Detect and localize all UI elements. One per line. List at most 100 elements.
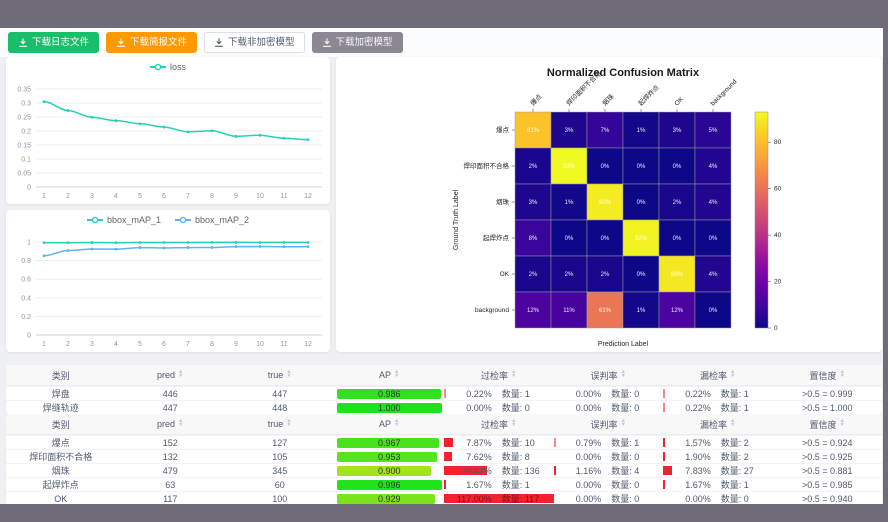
table-row: 起焊炸点 63 60 0.996 1.67% 数量: 1 0.00% 数量: 0 1.67% 数量… bbox=[6, 477, 882, 491]
column-header-label: true bbox=[267, 370, 284, 380]
sort-desc-icon[interactable]: ▼ bbox=[394, 373, 400, 379]
sort-control[interactable]: ▲ ▼ bbox=[730, 418, 736, 428]
table-row: 焊印面积不合格 132 105 0.953 7.62% 数量: 8 0.00% 数量: 0 1.… bbox=[6, 449, 882, 463]
map-chart-legend: bbox_mAP_1 bbox_mAP_2 bbox=[6, 215, 330, 225]
cell-miss: 0.00% 数量: 0 bbox=[663, 492, 773, 505]
sort-desc-icon[interactable]: ▼ bbox=[511, 373, 517, 379]
svg-text:2%: 2% bbox=[529, 164, 538, 170]
ap-bar bbox=[336, 388, 441, 399]
download-encrypted-model-button[interactable]: 下载加密模型 bbox=[311, 32, 403, 53]
rate-value: 0.79% bbox=[575, 437, 602, 448]
sort-asc-icon[interactable]: ▲ bbox=[730, 369, 736, 376]
sort-control[interactable]: ▲ ▼ bbox=[511, 418, 517, 428]
column-header-label: 类别 bbox=[51, 370, 70, 381]
cell-confidence: >0.5 = 0.924 bbox=[801, 437, 853, 448]
sort-control[interactable]: ▲ ▼ bbox=[839, 369, 845, 379]
sort-desc-icon[interactable]: ▼ bbox=[178, 373, 184, 379]
sort-asc-icon[interactable]: ▲ bbox=[394, 418, 400, 425]
sort-asc-icon[interactable]: ▲ bbox=[730, 418, 736, 425]
column-header-漏检率: 漏检率 ▲ ▼ bbox=[663, 369, 773, 382]
axis-grid: 00.20.40.60.811 2 3 4 5 6 7 8 9 10 11 12 bbox=[21, 240, 322, 348]
rate-count: 数量: 2 bbox=[720, 452, 749, 462]
download-report-button[interactable]: 下载简报文件 bbox=[106, 32, 198, 53]
sort-asc-icon[interactable]: ▲ bbox=[178, 369, 184, 376]
sort-control[interactable]: ▲ ▼ bbox=[394, 369, 400, 379]
rate-bar bbox=[444, 480, 446, 489]
rate-value: 1.67% bbox=[685, 479, 711, 490]
rate-count: 数量: 0 bbox=[611, 403, 640, 413]
svg-text:焊印面积不合格: 焊印面积不合格 bbox=[464, 161, 510, 170]
sort-asc-icon[interactable]: ▲ bbox=[286, 418, 292, 425]
download-plain-model-label: 下载非加密模型 bbox=[228, 36, 295, 48]
sort-control[interactable]: ▲ ▼ bbox=[730, 369, 736, 379]
rate-count: 数量: 1 bbox=[501, 480, 530, 490]
cell-ap: 0.967 bbox=[336, 436, 443, 449]
column-header-label: pred bbox=[157, 370, 176, 380]
rate-count: 数量: 0 bbox=[611, 452, 640, 462]
svg-text:92%: 92% bbox=[635, 236, 648, 242]
table-header-row: 类别 pred ▲ ▼ true ▲ ▼ AP ▲ ▼ 过检率 ▲ ▼ 误判率 ▲ ▼ 漏检率 ▲ ▼ 置信度 ▲ ▼ bbox=[6, 365, 882, 386]
sort-desc-icon[interactable]: ▼ bbox=[620, 422, 626, 428]
sort-asc-icon[interactable]: ▲ bbox=[839, 369, 845, 376]
sort-desc-icon[interactable]: ▼ bbox=[730, 422, 736, 428]
column-header-label: 漏检率 bbox=[700, 370, 728, 381]
sort-desc-icon[interactable]: ▼ bbox=[286, 373, 292, 379]
rate-value: 1.16% bbox=[575, 465, 602, 476]
sort-desc-icon[interactable]: ▼ bbox=[178, 422, 184, 428]
svg-text:2: 2 bbox=[66, 193, 70, 200]
sort-asc-icon[interactable]: ▲ bbox=[286, 369, 292, 376]
sort-desc-icon[interactable]: ▼ bbox=[839, 373, 845, 379]
cell-ap: 1.000 bbox=[336, 401, 442, 414]
svg-text:40: 40 bbox=[774, 232, 782, 239]
sort-control[interactable]: ▲ ▼ bbox=[620, 369, 626, 379]
cell-miss: 0.22% 数量: 1 bbox=[663, 387, 773, 400]
sort-control[interactable]: ▲ ▼ bbox=[178, 418, 184, 428]
sort-control[interactable]: ▲ ▼ bbox=[286, 418, 292, 428]
sort-desc-icon[interactable]: ▼ bbox=[730, 373, 736, 379]
svg-text:12%: 12% bbox=[527, 308, 540, 314]
sort-asc-icon[interactable]: ▲ bbox=[511, 369, 517, 376]
sort-control[interactable]: ▲ ▼ bbox=[839, 418, 845, 428]
rate-count: 数量: 0 bbox=[720, 494, 749, 504]
svg-text:1%: 1% bbox=[637, 308, 646, 314]
column-header-AP: AP ▲ ▼ bbox=[335, 419, 445, 429]
cell-true: 447 bbox=[272, 388, 288, 399]
sort-asc-icon[interactable]: ▲ bbox=[178, 418, 184, 425]
sort-control[interactable]: ▲ ▼ bbox=[178, 369, 184, 379]
cell-misjudge: 0.00% 数量: 0 bbox=[554, 450, 664, 463]
sort-asc-icon[interactable]: ▲ bbox=[511, 418, 517, 425]
sort-control[interactable]: ▲ ▼ bbox=[286, 369, 292, 379]
cell-pred: 117 bbox=[163, 493, 178, 504]
sort-control[interactable]: ▲ ▼ bbox=[511, 369, 517, 379]
sort-asc-icon[interactable]: ▲ bbox=[620, 418, 626, 425]
download-log-button[interactable]: 下载日志文件 bbox=[8, 32, 100, 53]
rate-value: 0.00% bbox=[466, 402, 492, 413]
series-bbox_mAP_2 bbox=[42, 245, 310, 258]
sort-asc-icon[interactable]: ▲ bbox=[394, 369, 400, 376]
svg-text:1: 1 bbox=[42, 193, 46, 200]
sort-desc-icon[interactable]: ▼ bbox=[286, 422, 292, 428]
cell-pred: 446 bbox=[162, 388, 178, 399]
sort-desc-icon[interactable]: ▼ bbox=[394, 422, 400, 428]
column-header-label: 置信度 bbox=[809, 419, 837, 430]
svg-text:9: 9 bbox=[234, 341, 238, 348]
sort-control[interactable]: ▲ ▼ bbox=[620, 418, 626, 428]
rate-value: 1.57% bbox=[685, 437, 711, 448]
svg-text:3%: 3% bbox=[673, 128, 682, 134]
column-header-误判率: 误判率 ▲ ▼ bbox=[554, 369, 664, 382]
sort-desc-icon[interactable]: ▼ bbox=[511, 422, 517, 428]
sort-control[interactable]: ▲ ▼ bbox=[394, 418, 400, 428]
table-row: 焊盘 446 447 0.986 0.22% 数量: 1 0.00% 数量: 0 0.22% 数量… bbox=[6, 386, 882, 400]
sort-desc-icon[interactable]: ▼ bbox=[839, 422, 845, 428]
sort-asc-icon[interactable]: ▲ bbox=[620, 369, 626, 376]
sort-asc-icon[interactable]: ▲ bbox=[839, 418, 845, 425]
legend-item-bbox_mAP_2[interactable]: bbox_mAP_2 bbox=[175, 215, 249, 225]
ap-bar bbox=[336, 402, 442, 413]
svg-text:3: 3 bbox=[90, 193, 94, 200]
legend-item-bbox_mAP_1[interactable]: bbox_mAP_1 bbox=[86, 215, 161, 225]
download-plain-model-button[interactable]: 下载非加密模型 bbox=[204, 32, 305, 53]
legend-item-loss[interactable]: loss bbox=[149, 62, 186, 72]
window-chrome-bottom bbox=[0, 504, 888, 522]
sort-desc-icon[interactable]: ▼ bbox=[620, 373, 626, 379]
rate-bar bbox=[444, 452, 453, 461]
